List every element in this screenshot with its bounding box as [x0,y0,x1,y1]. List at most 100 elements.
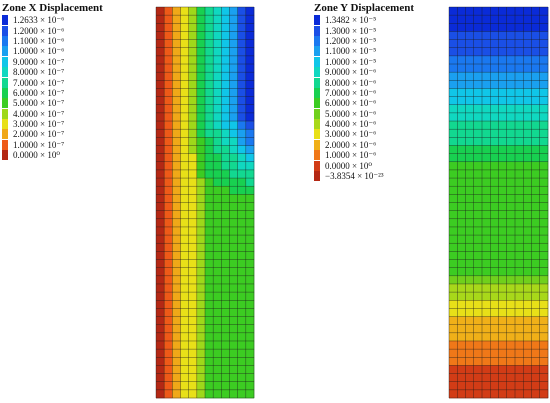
x-mesh-zone [221,7,230,16]
y-mesh-zone [539,226,549,236]
y-mesh-zone [457,300,466,309]
x-mesh-zone [196,308,206,317]
x-mesh-zone [180,300,189,309]
x-mesh-zone [188,267,198,277]
y-legend-swatch [314,15,320,26]
x-mesh-zone [221,31,230,40]
y-mesh-zone [482,365,491,374]
x-mesh-zone [221,283,230,293]
y-mesh-zone [449,308,458,317]
y-mesh-zone [523,235,532,244]
x-mesh-zone [213,202,222,211]
x-mesh-zone [172,178,181,187]
y-mesh-zone [457,259,466,268]
y-mesh-zone [531,259,541,268]
x-legend-swatch [2,87,8,98]
y-legend-swatch [314,129,320,140]
x-displacement-mesh [155,6,255,399]
y-mesh-zone [515,64,524,73]
x-mesh-zone [164,186,173,195]
x-mesh-zone [237,389,247,399]
x-mesh-zone [164,226,173,236]
x-mesh-zone [172,88,181,97]
x-mesh-zone [245,218,255,228]
y-mesh-zone [498,145,508,154]
y-legend-swatch [314,160,320,171]
x-mesh-zone [156,308,165,317]
x-mesh-zone [221,373,230,383]
x-mesh-zone [229,169,238,179]
y-mesh-zone [457,389,466,399]
y-legend-row: 1.2000 × 10⁻⁵ [314,35,414,46]
x-mesh-zone [205,308,214,317]
x-mesh-zone [164,210,173,220]
y-mesh-zone [515,186,524,195]
y-legend-label: 8.0000 × 10⁻⁶ [325,77,377,88]
y-mesh-zone [531,80,541,89]
y-mesh-zone [449,145,458,154]
y-mesh-zone [539,7,549,16]
x-mesh-zone [237,137,247,146]
x-mesh-zone [180,31,189,40]
x-mesh-zone [196,316,206,325]
x-mesh-zone [156,275,165,285]
x-legend-row: 2.0000 × 10⁻⁷ [2,129,103,140]
y-mesh-zone [498,137,508,146]
x-mesh-zone [180,226,189,236]
x-mesh-zone [196,23,206,32]
x-mesh-zone [196,389,206,399]
x-mesh-zone [196,104,206,114]
x-mesh-zone [245,39,255,49]
y-mesh-zone [482,251,491,260]
x-mesh-zone [164,39,173,49]
y-mesh-zone [515,202,524,211]
x-mesh-zone [237,308,247,317]
y-mesh-zone [465,161,475,171]
x-mesh-zone [213,31,222,40]
y-mesh-zone [449,316,458,325]
y-mesh-zone [498,235,508,244]
x-legend-label: 0.0000 × 10⁰ [13,150,60,161]
y-mesh-zone [498,169,508,179]
y-mesh-zone [515,96,524,106]
x-mesh-zone [164,235,173,244]
y-mesh-zone [457,283,466,293]
x-mesh-zone [196,145,206,154]
y-mesh-zone [490,112,499,122]
y-mesh-zone [531,243,541,252]
x-mesh-zone [213,47,222,57]
x-mesh-zone [164,316,173,325]
x-mesh-zone [237,194,247,203]
x-mesh-zone [188,324,198,334]
y-mesh-zone [457,210,466,220]
x-mesh-zone [229,218,238,228]
y-mesh-zone [515,23,524,32]
y-mesh-zone [531,275,541,285]
x-mesh-zone [172,121,181,130]
x-mesh-zone [196,88,206,97]
x-mesh-zone [172,308,181,317]
y-mesh-zone [506,178,516,187]
x-mesh-zone [196,275,206,285]
y-mesh-zone [531,137,541,146]
x-mesh-zone [205,202,214,211]
x-mesh-zone [164,267,173,277]
x-mesh-zone [156,161,165,171]
x-mesh-zone [237,129,247,138]
x-mesh-zone [180,210,189,220]
x-mesh-zone [188,72,198,81]
y-mesh-zone [482,47,491,57]
y-mesh-zone [457,194,466,203]
x-mesh-zone [188,340,198,350]
x-mesh-zone [245,308,255,317]
x-mesh-zone [180,251,189,260]
y-mesh-zone [449,39,458,49]
x-legend-row: 1.0000 × 10⁻⁷ [2,139,103,150]
x-mesh-zone [172,365,181,374]
x-mesh-zone [172,332,181,342]
x-mesh-zone [213,112,222,122]
y-mesh-zone [523,88,532,97]
x-mesh-zone [180,80,189,89]
x-mesh-zone [245,88,255,97]
y-mesh-zone [523,7,532,16]
